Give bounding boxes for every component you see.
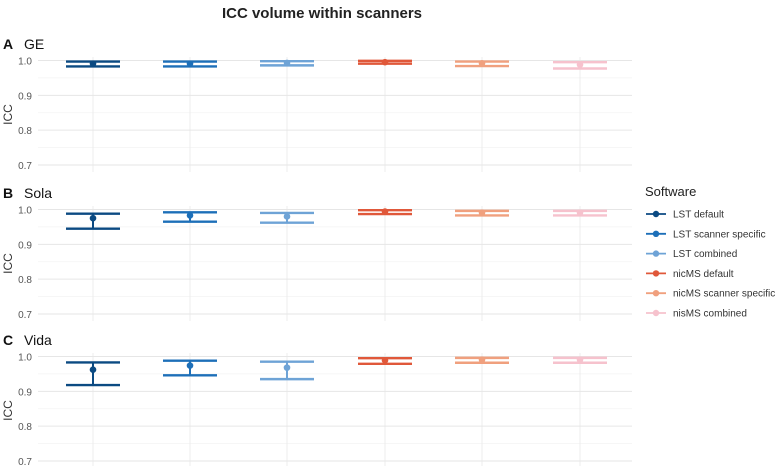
legend-key-point [652, 210, 660, 218]
estimate-point [89, 214, 97, 222]
legend-label: LST combined [673, 249, 737, 260]
y-tick-label: 0.8 [18, 422, 32, 433]
estimate-point [478, 356, 486, 363]
legend: Software LST default LST scanner specific… [645, 184, 775, 320]
y-tick-label: 0.8 [18, 126, 32, 137]
legend-item: LST scanner specific [646, 229, 766, 240]
estimate-point [89, 60, 97, 67]
estimate-point [576, 61, 584, 68]
errorbar-nicms-scanner-specific [455, 209, 509, 217]
estimate-point [478, 59, 486, 67]
estimate-point [89, 366, 97, 374]
errorbar-nicms-default [358, 357, 412, 366]
errorbar-nicms-scanner-specific [455, 59, 509, 68]
y-tick-label: 1.0 [18, 352, 32, 363]
estimate-point [381, 357, 389, 364]
errorbar-nisms-combined [553, 61, 607, 70]
legend-key-point [652, 270, 660, 277]
errorbar-nisms-combined [553, 356, 607, 364]
figure-title: ICC volume within scanners [222, 5, 422, 22]
estimate-point [186, 362, 194, 369]
estimate-point [576, 209, 584, 216]
legend-item: nicMS default [646, 269, 734, 280]
legend-title: Software [645, 184, 696, 199]
errorbar-lst-combined [260, 59, 314, 67]
legend-label: LST scanner specific [673, 229, 766, 240]
panel-tag: A [3, 36, 13, 52]
estimate-point [381, 58, 389, 66]
estimate-point [283, 364, 291, 371]
y-axis-label: ICC [1, 253, 15, 274]
panel-tag: C [3, 332, 13, 348]
errorbar-lst-combined [260, 211, 314, 224]
legend-key-point [652, 230, 660, 237]
errorbar-nicms-default [358, 58, 412, 66]
y-axis-label: ICC [1, 400, 15, 421]
legend-item: LST combined [646, 249, 737, 260]
panel-title: Sola [24, 185, 52, 201]
estimate-point [478, 209, 486, 216]
estimate-point [186, 212, 194, 219]
errorbar-lst-scanner-specific [163, 60, 217, 68]
errorbar-lst-default [66, 60, 120, 68]
legend-label: nisMS combined [673, 309, 747, 320]
y-tick-label: 1.0 [18, 205, 32, 216]
panels: A GE ICC 0.7 0.8 0.9 1.0 B Sola ICC 0.7 0.8 0.9 1.0 C V… [1, 36, 632, 466]
y-tick-label: 0.7 [18, 457, 32, 466]
errorbar-lst-default [66, 212, 120, 230]
estimate-point [186, 60, 194, 67]
legend-label: LST default [673, 210, 724, 221]
estimate-point [381, 208, 389, 215]
legend-key-point [652, 309, 660, 317]
y-tick-label: 1.0 [18, 56, 32, 67]
y-tick-label: 0.7 [18, 310, 32, 321]
errorbar-nicms-scanner-specific [455, 356, 509, 364]
y-tick-label: 0.9 [18, 240, 32, 251]
errorbar-lst-scanner-specific [163, 359, 217, 377]
panel-title: GE [24, 36, 44, 52]
estimate-point [576, 356, 584, 363]
panel-tag: B [3, 185, 13, 201]
estimate-point [283, 213, 291, 220]
errorbar-lst-default [66, 361, 120, 387]
y-tick-label: 0.8 [18, 275, 32, 286]
legend-item: LST default [646, 210, 724, 221]
y-tick-label: 0.9 [18, 91, 32, 102]
y-tick-label: 0.7 [18, 161, 32, 172]
panel-sola: B Sola ICC 0.7 0.8 0.9 1.0 [1, 185, 632, 321]
errorbar-nisms-combined [553, 209, 607, 217]
errorbar-lst-combined [260, 360, 314, 381]
legend-item: nisMS combined [646, 309, 747, 320]
panel-ge: A GE ICC 0.7 0.8 0.9 1.0 [1, 36, 632, 172]
estimate-point [283, 59, 291, 67]
legend-key-point [652, 290, 660, 297]
errorbar-lst-scanner-specific [163, 211, 217, 223]
legend-label: nicMS scanner specific [673, 289, 775, 300]
y-tick-label: 0.9 [18, 387, 32, 398]
legend-key-point [652, 250, 660, 257]
panel-title: Vida [24, 332, 52, 348]
legend-items: LST default LST scanner specific LST combi… [646, 210, 775, 320]
y-axis-label: ICC [1, 104, 15, 125]
legend-label: nicMS default [673, 269, 734, 280]
panel-vida: C Vida ICC 0.7 0.8 0.9 1.0 [1, 332, 632, 466]
legend-item: nicMS scanner specific [646, 289, 775, 300]
errorbar-nicms-default [358, 208, 412, 216]
